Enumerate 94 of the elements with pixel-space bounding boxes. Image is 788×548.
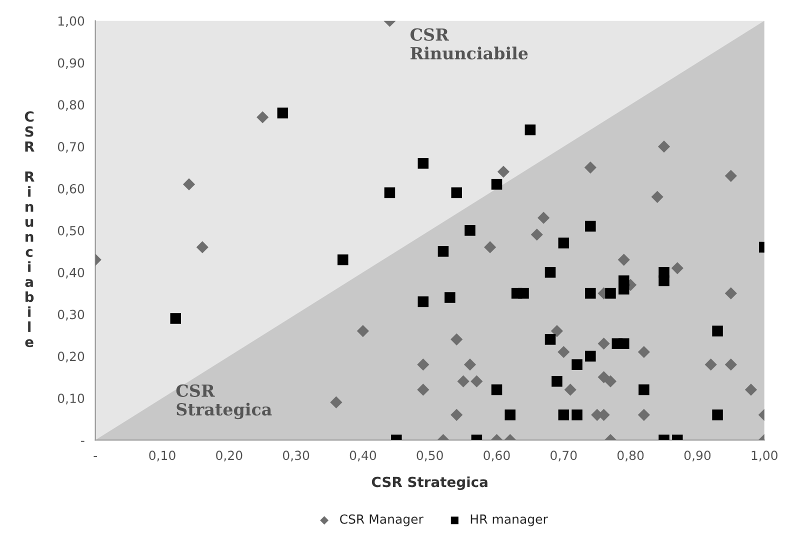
point [724, 287, 737, 300]
point [384, 187, 396, 198]
point [464, 358, 476, 371]
point [598, 371, 610, 384]
x-tick-label: 0,50 [416, 450, 443, 462]
y-tick-label: 0,50 [58, 226, 84, 237]
annotation: CSR Strategica [176, 384, 272, 420]
x-tick-label: 0,90 [684, 450, 711, 462]
point [572, 359, 582, 370]
point [638, 346, 650, 358]
point [618, 284, 630, 295]
point [457, 375, 470, 388]
y-axis-title: CSR Rinunciabile [410, 28, 528, 60]
point [418, 158, 429, 169]
point [552, 376, 562, 387]
point [524, 124, 536, 136]
x-axis-title: CSR Strategica [372, 476, 488, 490]
y-tick-label: 1,00 [58, 16, 84, 28]
point [638, 384, 650, 396]
point [584, 161, 596, 174]
point [618, 254, 630, 266]
point [558, 238, 570, 248]
x-tick-label: 0,40 [350, 450, 376, 462]
point [330, 396, 342, 408]
point [484, 241, 496, 254]
point [464, 225, 476, 236]
point [704, 358, 717, 371]
point [356, 324, 370, 338]
point [724, 358, 737, 371]
point [638, 408, 650, 421]
x-tick-label: 0,30 [282, 450, 310, 462]
point [658, 275, 670, 286]
y-tick-label: 0,40 [58, 268, 84, 279]
point [558, 346, 570, 358]
point [530, 228, 543, 241]
point [598, 338, 610, 350]
point [572, 410, 582, 420]
point [256, 111, 269, 124]
text: CSR Rinunciabile [24, 111, 34, 348]
point [651, 190, 664, 203]
point [585, 350, 596, 362]
y-tick-label: 0,30 [58, 310, 84, 320]
point [182, 178, 196, 190]
y-tick-label: 0,70 [58, 142, 84, 153]
y-tick-label: 0,80 [58, 100, 84, 111]
point [544, 266, 556, 278]
point [418, 296, 429, 308]
point [504, 410, 516, 420]
point [605, 288, 616, 299]
x-tick-label: - [94, 456, 97, 458]
point [724, 170, 737, 182]
point [712, 326, 723, 336]
y-tick-label: 0,20 [58, 352, 84, 362]
point [277, 108, 288, 118]
point [497, 166, 510, 178]
point [518, 288, 529, 299]
x-tick-label: 0,70 [550, 450, 577, 462]
legend-label: HR manager [470, 514, 548, 526]
point [544, 334, 556, 345]
point [450, 408, 463, 421]
point [712, 410, 723, 420]
point [604, 375, 617, 388]
x-tick-label: 1,00 [752, 450, 778, 462]
point [558, 410, 570, 420]
point [450, 333, 463, 346]
point [564, 384, 576, 396]
point [338, 254, 348, 266]
point [444, 292, 456, 303]
point [417, 384, 430, 396]
point [491, 384, 502, 396]
x-tick-label: 0,60 [484, 450, 510, 462]
point [585, 220, 596, 232]
point [671, 262, 684, 274]
point [491, 178, 502, 190]
x-tick-label: 0,20 [216, 450, 242, 462]
point [538, 212, 550, 224]
point [451, 187, 462, 198]
y-tick-label: - [81, 440, 84, 442]
point [658, 140, 670, 153]
y-tick-label: 0,10 [58, 394, 84, 404]
point [438, 246, 449, 257]
y-tick-label: 0,90 [58, 58, 84, 69]
y-tick-label: 0,60 [58, 184, 84, 195]
x-tick-label: 0,10 [149, 450, 176, 462]
point [618, 338, 630, 350]
legend-label: CSR Manager [340, 514, 424, 526]
point [470, 375, 483, 388]
point [744, 384, 758, 396]
point [196, 241, 208, 254]
point [417, 358, 430, 371]
point [170, 313, 182, 324]
point [585, 288, 596, 299]
point [550, 324, 564, 338]
x-tick-label: 0,80 [617, 450, 644, 462]
